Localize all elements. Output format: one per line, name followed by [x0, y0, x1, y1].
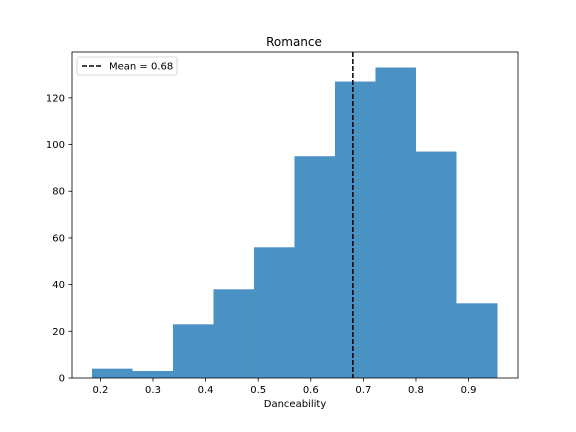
x-tick-label: 0.7 [355, 385, 371, 396]
chart-title: Romance [266, 35, 322, 49]
legend-box [76, 56, 178, 76]
y-tick-label: 100 [46, 140, 65, 151]
histogram-bar [334, 81, 376, 379]
y-tick-label: 120 [46, 93, 65, 104]
x-axis-ticks: 0.2 0.3 0.4 0.5 0.6 0.7 0.8 0.9 [92, 378, 477, 396]
histogram-bar [253, 247, 295, 378]
histogram-bar [456, 303, 498, 378]
x-tick-label: 0.6 [303, 385, 319, 396]
y-tick-label: 20 [52, 327, 65, 338]
x-tick-label: 0.5 [250, 385, 266, 396]
y-tick-label: 40 [52, 280, 65, 291]
histogram-bar [132, 370, 173, 378]
x-tick-label: 0.3 [145, 385, 161, 396]
y-tick-label: 80 [52, 187, 65, 198]
histogram-bar [213, 289, 254, 378]
plot-frame [71, 51, 519, 379]
histogram-bar [294, 156, 335, 378]
x-tick-label: 0.8 [408, 385, 424, 396]
histogram-bar [91, 368, 133, 378]
histogram-bar [172, 324, 214, 378]
x-tick-label: 0.9 [461, 385, 477, 396]
histogram-bar [375, 67, 416, 379]
y-axis-ticks: 0 20 40 60 80 100 120 [46, 93, 72, 385]
y-tick-label: 60 [52, 233, 65, 244]
x-axis-label: Danceability [264, 399, 327, 410]
x-tick-label: 0.4 [198, 385, 214, 396]
legend: Mean = 0.68 [76, 56, 178, 76]
bars-group [91, 67, 498, 379]
y-tick-label: 0 [59, 374, 65, 385]
legend-mean-label: Mean = 0.68 [109, 62, 173, 73]
x-tick-label: 0.2 [92, 385, 108, 396]
histogram-bar [415, 151, 457, 378]
